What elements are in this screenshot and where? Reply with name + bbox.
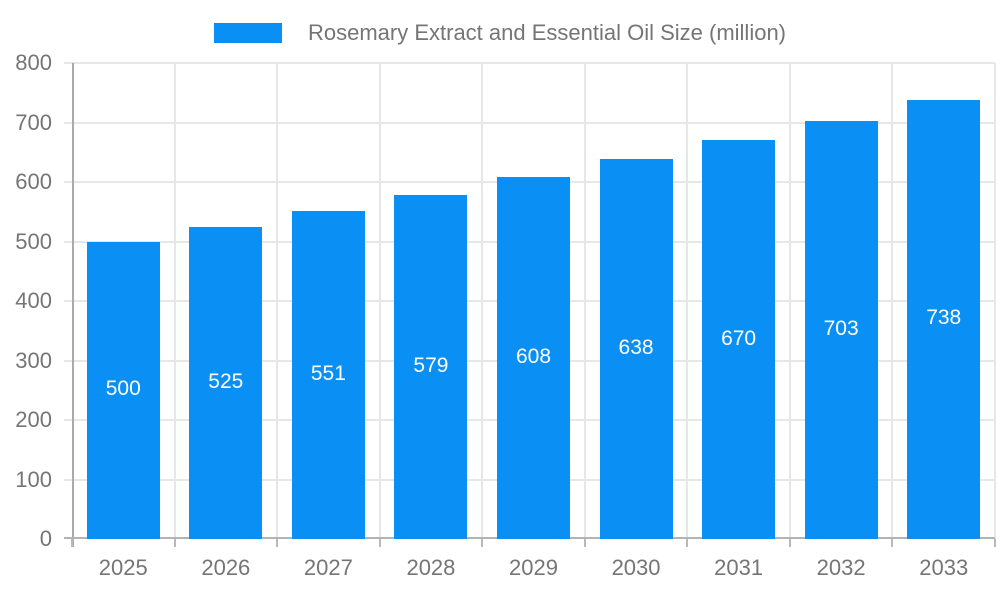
bar: 638 [599,159,673,539]
x-axis-tick [71,539,73,547]
gridline-vertical [686,63,689,539]
legend-swatch [213,23,282,43]
gridline-horizontal [64,121,995,124]
bar-value-label: 638 [618,336,654,360]
bar-value-label: 738 [926,306,962,330]
bar: 525 [189,226,263,539]
y-axis-tick-label: 100 [15,466,52,492]
gridline-vertical [481,63,484,539]
y-axis-tick-label: 400 [15,288,52,313]
bar: 500 [86,241,160,539]
x-axis-tick-label: 2032 [816,555,866,580]
x-axis-tick [686,539,689,547]
x-axis-tick-label: 2025 [98,555,148,580]
x-axis-tick [994,539,996,547]
gridline-vertical [891,63,894,539]
gridline-vertical [583,63,586,539]
bar-value-label: 670 [721,326,757,350]
y-axis-tick-label: 300 [15,347,52,373]
bar: 551 [291,211,365,539]
y-axis-tick-label: 0 [39,526,52,551]
x-axis-tick-label: 2029 [509,555,558,580]
bar-value-label: 500 [105,377,141,401]
gridline-vertical [994,63,996,539]
x-axis-tick [276,539,279,547]
x-axis-tick [583,539,586,547]
legend-label: Rosemary Extract and Essential Oil Size … [307,20,787,45]
bar-value-label: 579 [413,353,449,377]
gridline-horizontal [64,62,995,64]
plot-area: 500 525 551 579 608 638 670 703 738 0 100 200 300 40… [15,50,996,580]
gridline-vertical [378,63,381,539]
bar: 738 [907,99,981,539]
x-axis-tick-label: 2031 [714,555,764,580]
chart-legend: Rosemary Extract and Essential Oil Size … [0,18,1000,48]
bar: 608 [497,177,570,539]
x-axis-tick-label: 2026 [201,555,251,580]
x-axis-tick-label: 2033 [919,555,969,580]
bar-value-label: 703 [823,316,859,340]
x-axis-tick-label: 2028 [406,555,456,580]
x-axis-tick-label: 2027 [303,555,353,580]
x-axis-tick [378,539,381,547]
x-axis-tick [891,539,894,547]
bar-value-label: 551 [310,362,346,386]
y-axis-tick-label: 500 [15,228,52,254]
y-axis-tick-label: 200 [15,407,52,432]
bar: 670 [702,140,776,539]
y-axis-line [72,63,74,547]
bar: 703 [804,120,878,539]
y-axis-tick-label: 800 [15,50,52,75]
x-axis-tick [788,539,791,547]
bar: 579 [394,194,468,539]
y-axis-tick-label: 700 [15,109,52,135]
gridline-vertical [276,63,279,539]
x-axis-tick-label: 2030 [611,555,661,580]
gridline-vertical [788,63,791,539]
y-axis-tick-label: 600 [15,169,52,194]
x-axis-tick [173,539,176,547]
bar-value-label: 608 [515,345,552,369]
bar-value-label: 525 [208,369,244,393]
x-axis-tick [481,539,484,547]
gridline-vertical [173,63,176,539]
